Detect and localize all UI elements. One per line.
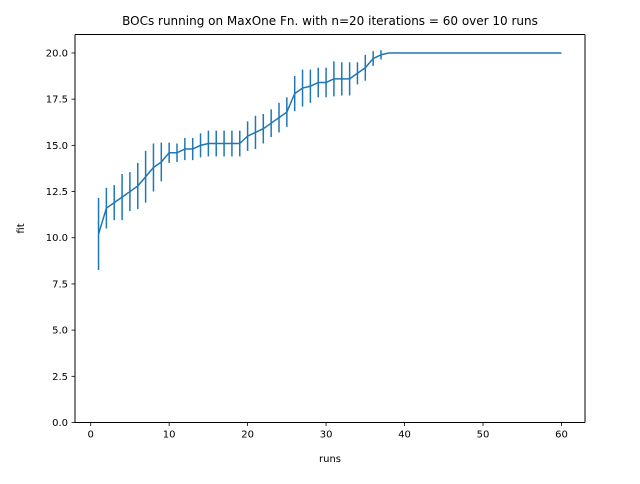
- plot-frame: [74, 34, 586, 423]
- x-tick-label: 30: [320, 430, 333, 441]
- x-tick-label: 50: [477, 430, 490, 441]
- y-tick-label: 15.0: [46, 141, 68, 152]
- plot-area: [75, 34, 585, 423]
- series-line-group: [97, 52, 562, 235]
- x-tick-label: 60: [555, 430, 568, 441]
- y-tick-label: 10.0: [46, 233, 68, 244]
- y-axis-ticks: 0.0 2.5 5.0 7.5 10.0 12.5 15.0 17.5 20.0: [46, 48, 75, 429]
- x-tick-label: 10: [163, 430, 176, 441]
- chart-title: BOCs running on MaxOne Fn. with n=20 ite…: [122, 14, 538, 28]
- y-tick-label: 2.5: [52, 372, 68, 383]
- x-axis-label: runs: [319, 454, 341, 465]
- y-tick-label: 7.5: [52, 279, 68, 290]
- y-axis-label: fit: [16, 223, 27, 233]
- y-tick-label: 0.0: [52, 418, 68, 429]
- x-tick-label: 20: [241, 430, 254, 441]
- x-tick-label: 40: [398, 430, 411, 441]
- y-tick-label: 12.5: [46, 187, 68, 198]
- x-tick-label: 0: [88, 430, 94, 441]
- series-line: [97, 52, 562, 235]
- y-tick-label: 17.5: [46, 95, 68, 106]
- x-axis-ticks: 0 10 20 30 40 50 60: [88, 422, 568, 441]
- y-tick-label: 5.0: [52, 326, 68, 337]
- y-tick-label: 20.0: [46, 48, 68, 59]
